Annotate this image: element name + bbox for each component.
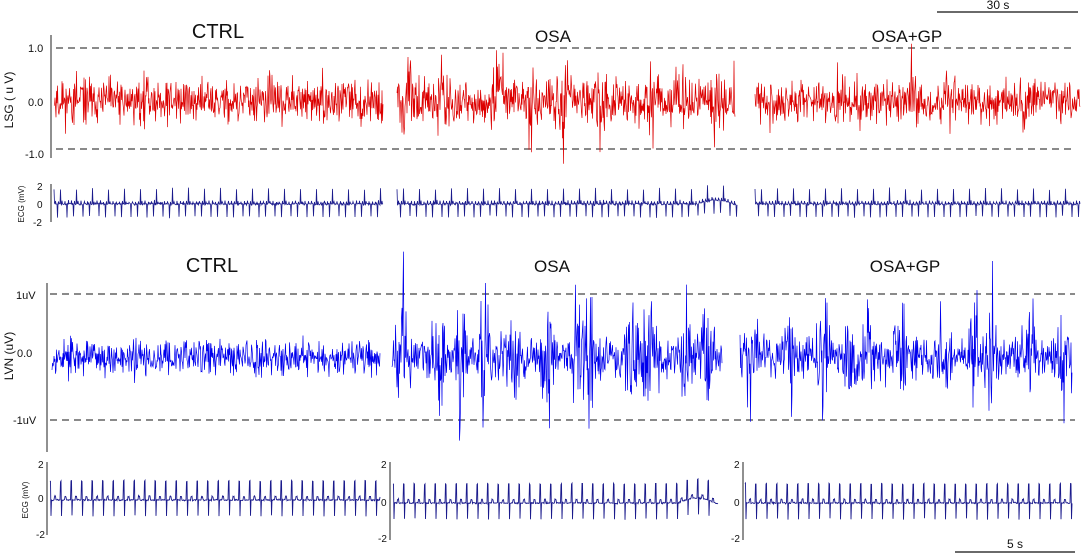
lsg-y-label: LSG ( u V) — [2, 72, 16, 129]
lsg-title-osa: OSA — [535, 27, 572, 46]
lvn-panel: CTRL OSA OSA+GP LVN (uV) 1uV 0.0 -1uV — [2, 251, 1075, 452]
lvn-trace-osagp — [739, 260, 1073, 424]
ecg-lower-ytick-m2-ctrl: -2 — [36, 530, 45, 541]
lvn-title-ctrl: CTRL — [186, 255, 238, 277]
lvn-ytick-1: 1uV — [16, 290, 36, 302]
ecg-upper-trace-osa — [396, 185, 738, 218]
lsg-ytick-0: 0.0 — [28, 97, 43, 109]
lsg-ytick-1: 1.0 — [28, 43, 43, 55]
lvn-title-osagp: OSA+GP — [870, 257, 940, 276]
lvn-ytick-m1: -1uV — [13, 415, 37, 427]
ecg-lower-ytick-0-osagp: 0 — [734, 498, 740, 509]
lsg-ytick-m1: -1.0 — [25, 149, 44, 161]
ecg-upper-ytick-0: 0 — [37, 200, 43, 211]
ecg-lower-ytick-2-osa: 2 — [381, 460, 387, 471]
ecg-upper-ytick-2: 2 — [37, 182, 43, 193]
ecg-upper-ytick-m2: -2 — [33, 218, 42, 229]
ecg-lower-trace-ctrl — [49, 478, 381, 517]
lsg-panel: CTRL OSA OSA+GP 30 s LSG ( u V) 1.0 0.0 … — [2, 0, 1081, 164]
lsg-trace-osa — [396, 50, 736, 164]
lvn-trace-osa — [391, 251, 723, 441]
lvn-y-label: LVN (uV) — [2, 332, 16, 380]
ecg-lower-y-label: ECG (mV) — [21, 481, 30, 518]
ecg-lower-ytick-m2-osagp: -2 — [731, 534, 740, 545]
ecg-scale-bar-label: 5 s — [1007, 537, 1023, 551]
ecg-lower-ytick-2-osagp: 2 — [734, 460, 740, 471]
lsg-scale-bar-label: 30 s — [987, 0, 1010, 12]
ecg-lower-ytick-0-ctrl: 0 — [38, 494, 44, 505]
ecg-lower-ytick-2-ctrl: 2 — [38, 460, 44, 471]
lvn-trace-ctrl — [51, 335, 381, 384]
ecg-upper-y-label: ECG (mV) — [17, 185, 26, 222]
lsg-trace-ctrl — [53, 67, 384, 134]
lvn-title-osa: OSA — [534, 257, 571, 276]
ecg-lower-trace-osa — [392, 477, 719, 520]
lvn-ytick-0: 0.0 — [17, 348, 32, 360]
ecg-lower-ytick-m2-osa: -2 — [378, 534, 387, 545]
lsg-title-ctrl: CTRL — [192, 21, 244, 43]
ecg-upper-panel: ECG (mV) 2 0 -2 — [17, 182, 1081, 229]
ecg-lower-panel: ECG (mV) 2 0 -2 2 0 -2 2 0 -2 5 s — [21, 460, 1075, 553]
ecg-upper-trace-ctrl — [53, 187, 384, 219]
ecg-lower-ytick-0-osa: 0 — [381, 498, 387, 509]
ecg-lower-trace-osagp — [744, 481, 1073, 520]
ecg-upper-trace-osagp — [754, 187, 1081, 218]
lsg-title-osagp: OSA+GP — [872, 27, 942, 46]
lsg-trace-osagp — [754, 43, 1081, 134]
